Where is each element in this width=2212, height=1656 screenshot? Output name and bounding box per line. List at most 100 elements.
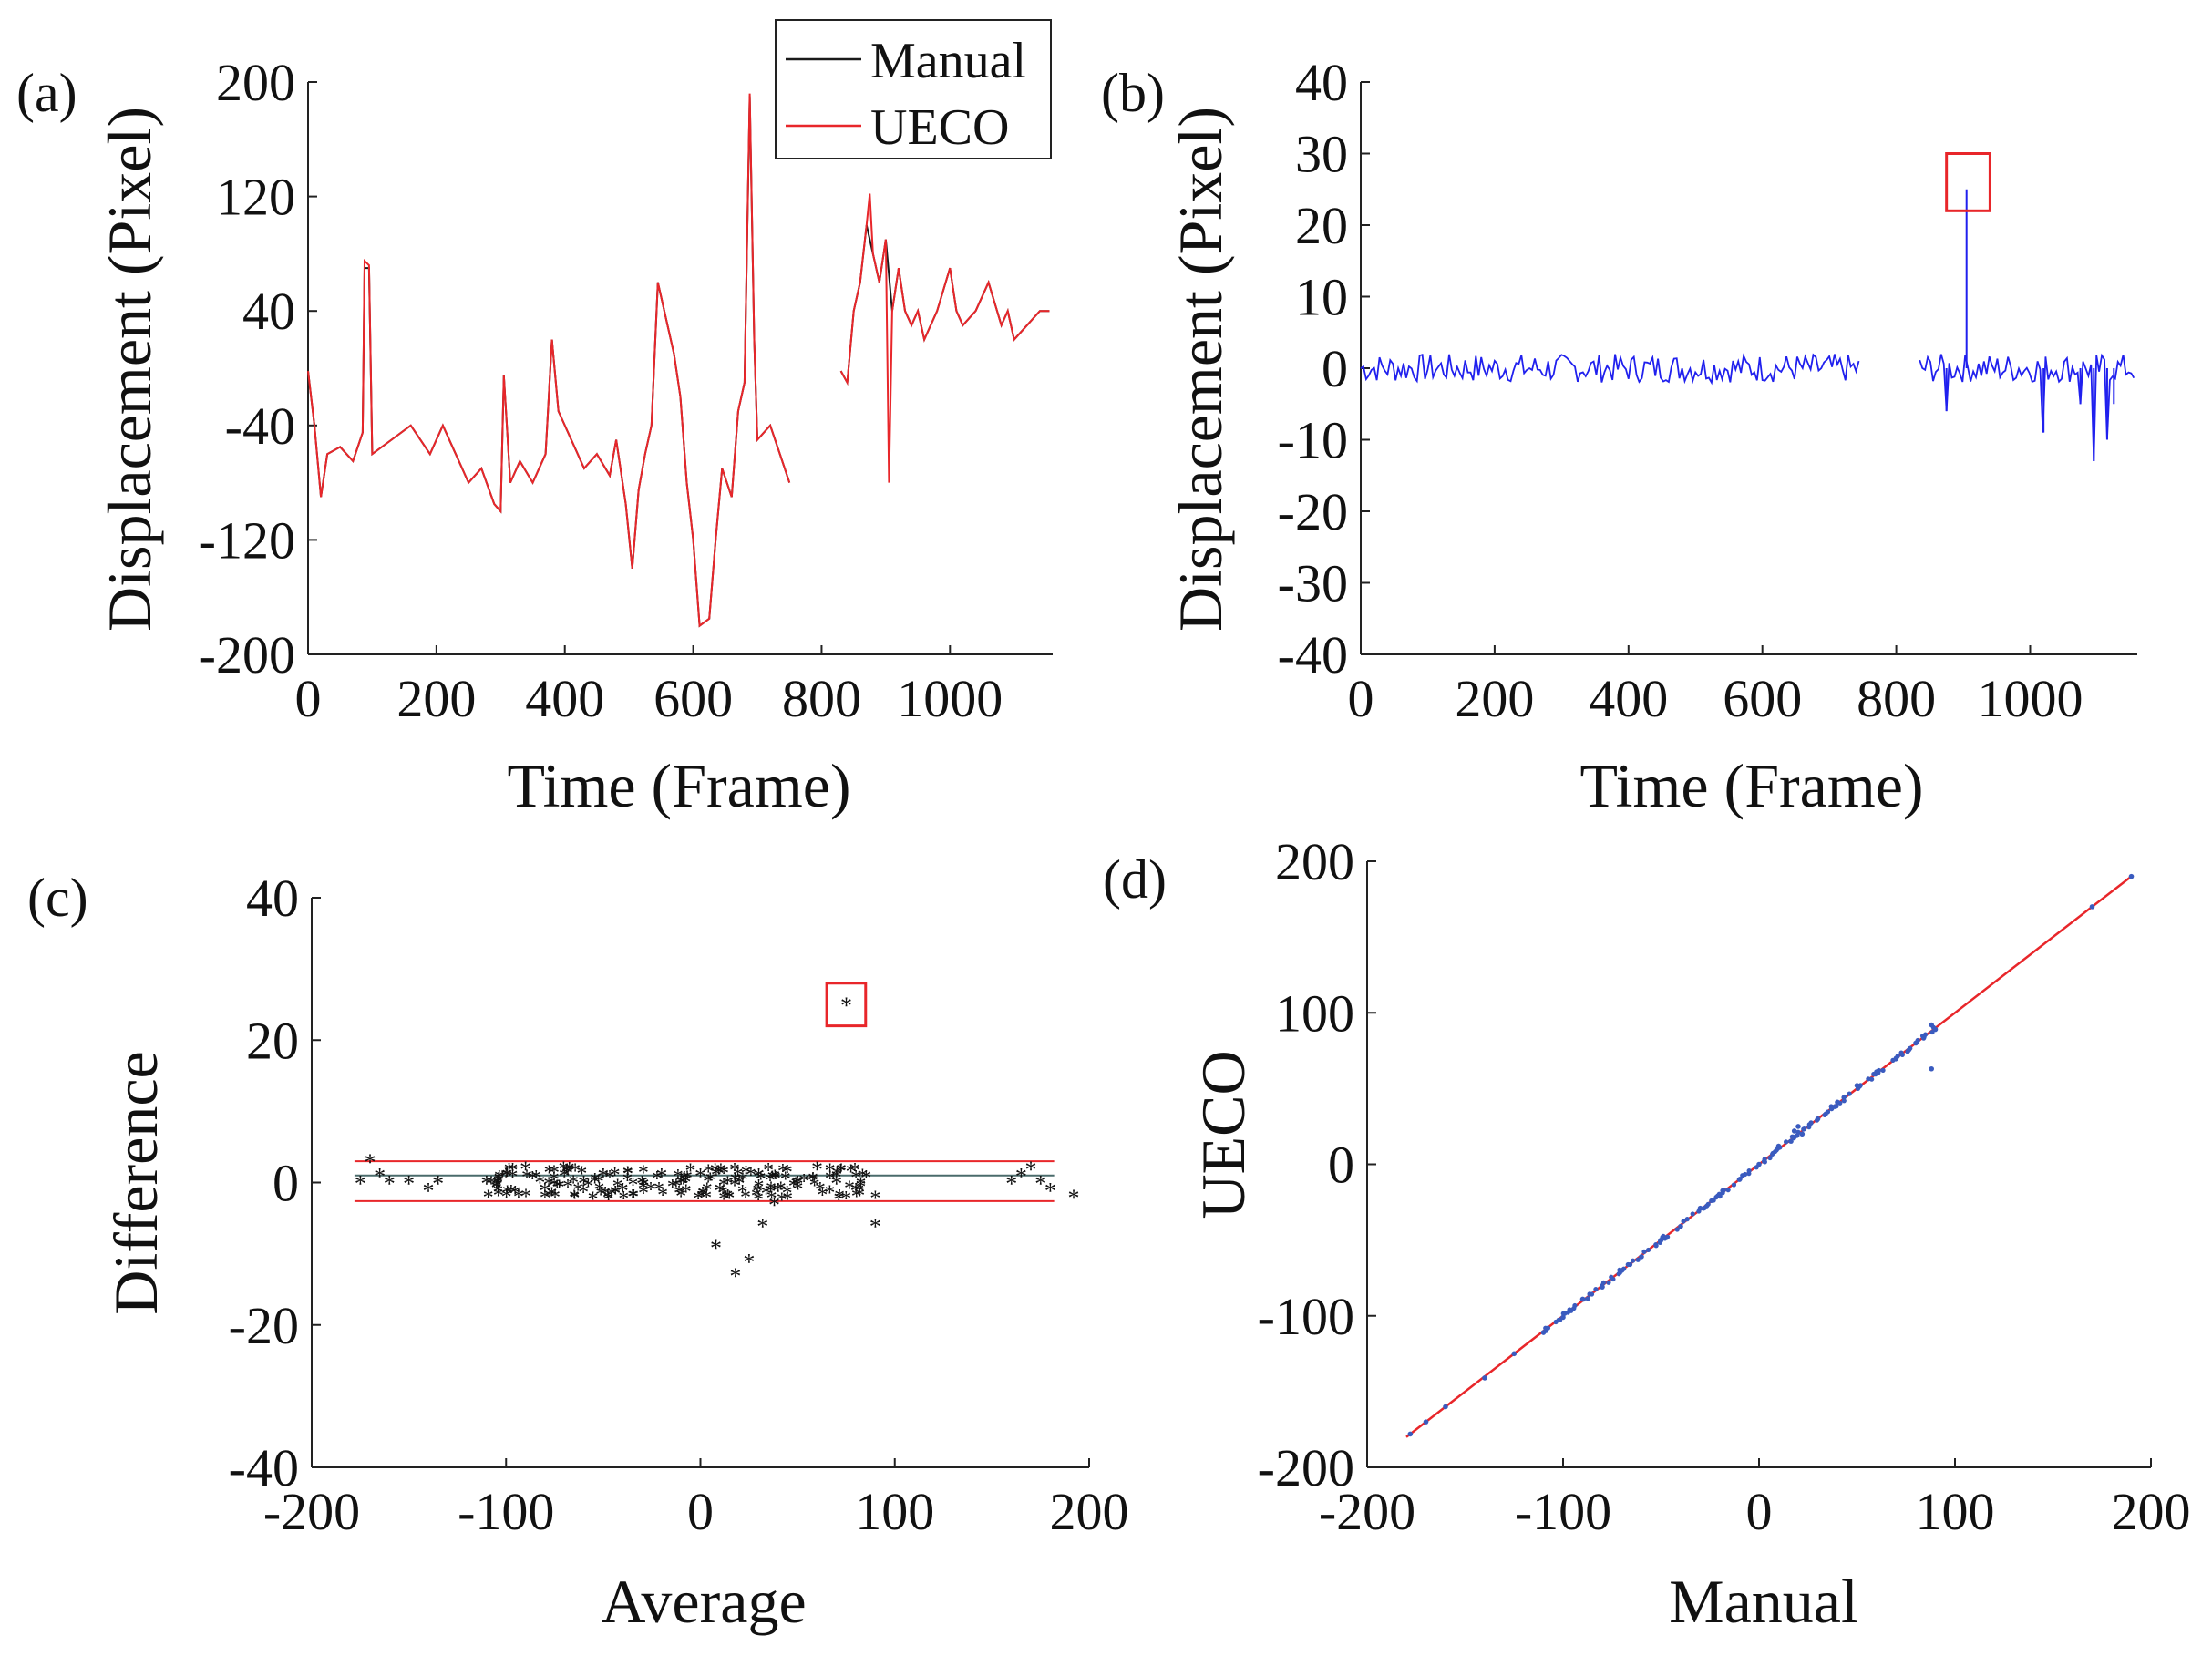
scatter-point (1842, 1094, 1847, 1100)
panel-b-x-tick-label: 1000 (1977, 669, 2083, 728)
difference-series-line (1919, 353, 2135, 462)
scatter-point (1921, 1034, 1927, 1040)
scatter-point: * (543, 1161, 554, 1185)
scatter-point: * (854, 1185, 865, 1209)
scatter-point (1717, 1193, 1723, 1199)
scatter-point: * (653, 1178, 664, 1202)
scatter-point: * (355, 1171, 366, 1198)
scatter-point: * (492, 1173, 503, 1197)
scatter-point (1697, 1205, 1703, 1211)
scatter-point (1553, 1319, 1559, 1325)
scatter-point: * (860, 1167, 871, 1190)
scatter-point (1407, 1431, 1414, 1437)
scatter-point: * (792, 1171, 804, 1198)
panel-b-y-tick-label: -30 (1278, 554, 1348, 613)
scatter-point: * (782, 1161, 793, 1185)
scatter-point (1589, 1291, 1595, 1297)
scatter-point: * (835, 1160, 846, 1184)
scatter-point (1929, 1065, 1934, 1072)
scatter-point (1572, 1302, 1578, 1309)
scatter-point: * (751, 1185, 762, 1209)
scatter-point: * (578, 1181, 589, 1205)
scatter-point: * (597, 1164, 609, 1190)
panel-a-xlabel: Time (Frame) (507, 751, 850, 820)
scatter-point: * (756, 1168, 766, 1192)
panel-c-x-tick-label: 100 (855, 1482, 934, 1541)
scatter-point: * (840, 993, 852, 1019)
panel-a: (a) 0 200 400 600 800 1000 200 120 40 -40 -120 -200… (16, 19, 1053, 820)
scatter-point (1606, 1280, 1611, 1285)
panel-d-plot-area: -200 -100 0 100 200 200 100 0 -100 -200 (1258, 832, 2191, 1541)
scatter-point: * (851, 1186, 862, 1209)
scatter-point: * (559, 1164, 571, 1190)
scatter-point: * (564, 1158, 575, 1182)
scatter-point: * (830, 1167, 841, 1190)
scatter-point: * (857, 1165, 868, 1188)
scatter-point: * (547, 1184, 558, 1208)
scatter-point: * (681, 1180, 692, 1204)
scatter-point (1913, 1040, 1919, 1046)
scatter-point (1631, 1258, 1636, 1263)
scatter-point: * (502, 1181, 513, 1205)
panel-c-y-tick-label: 20 (246, 1011, 299, 1070)
panel-b-y-tick-label: 20 (1295, 196, 1348, 255)
outlier-highlight-box (1945, 152, 1991, 212)
scatter-point: * (808, 1169, 818, 1193)
scatter-point: * (638, 1178, 649, 1201)
panel-a-label: (a) (16, 63, 77, 123)
scatter-point (1482, 1375, 1487, 1381)
scatter-point: * (508, 1159, 519, 1183)
scatter-point (1600, 1284, 1605, 1290)
scatter-point: * (808, 1168, 818, 1192)
scatter-point: * (636, 1171, 648, 1198)
scatter-point (1610, 1276, 1616, 1282)
panel-b-y-tick-label: 10 (1295, 268, 1348, 327)
scatter-point: * (554, 1177, 565, 1200)
scatter-point: * (603, 1188, 614, 1212)
scatter-point: * (753, 1188, 764, 1212)
scatter-point (1791, 1136, 1796, 1141)
scatter-point: * (1067, 1185, 1079, 1211)
panel-d-x-tick-label: 0 (1746, 1482, 1773, 1541)
scatter-point: * (703, 1161, 714, 1185)
scatter-point: * (618, 1188, 629, 1211)
scatter-point: * (600, 1183, 611, 1207)
scatter-point: * (697, 1183, 708, 1207)
scatter-point: * (562, 1162, 573, 1186)
scatter-point (1511, 1351, 1518, 1357)
scatter-point (1690, 1211, 1695, 1217)
scatter-point (1770, 1150, 1775, 1156)
scatter-point: * (521, 1167, 532, 1190)
scatter-point: * (534, 1172, 545, 1196)
scatter-point: * (765, 1169, 776, 1193)
scatter-point: * (729, 1263, 741, 1290)
scatter-point: * (869, 1213, 881, 1239)
scatter-point: * (729, 1159, 740, 1183)
scatter-point: * (595, 1183, 606, 1207)
scatter-point: * (610, 1183, 621, 1207)
scatter-point: * (1034, 1171, 1046, 1198)
scatter-point: * (811, 1157, 823, 1183)
scatter-point (1625, 1261, 1631, 1268)
scatter-point (1641, 1249, 1647, 1254)
scatter-point: * (766, 1178, 777, 1202)
scatter-point (1908, 1045, 1913, 1051)
scatter-point: * (733, 1164, 744, 1188)
scatter-point (1709, 1198, 1714, 1204)
scatter-point (1674, 1227, 1680, 1232)
scatter-point: * (500, 1164, 512, 1190)
scatter-point: * (622, 1163, 633, 1187)
panel-b-y-tick-label: -40 (1278, 625, 1348, 684)
outlier-highlight-box (825, 982, 868, 1028)
panel-d-x-tick-label: -200 (1319, 1482, 1415, 1541)
scatter-point: * (694, 1164, 706, 1190)
scatter-point: * (710, 1159, 721, 1183)
scatter-point: * (846, 1160, 857, 1184)
scatter-point: * (715, 1160, 726, 1184)
panel-c-xlabel: Average (601, 1567, 806, 1636)
scatter-point: * (833, 1188, 844, 1212)
scatter-point: * (722, 1173, 733, 1197)
scatter-point: * (628, 1186, 639, 1209)
scatter-point: * (492, 1171, 503, 1195)
